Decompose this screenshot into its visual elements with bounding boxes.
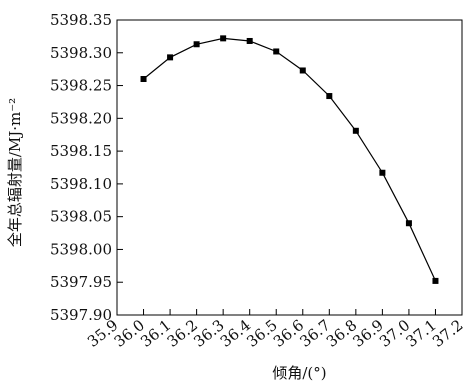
y-tick-label: 5397.95 <box>50 273 112 291</box>
y-tick-label: 5398.10 <box>50 175 112 193</box>
data-point-marker <box>167 54 174 61</box>
series-line <box>143 37 437 282</box>
data-point-marker <box>140 76 147 82</box>
data-point-marker <box>432 277 439 284</box>
y-tick-label: 5398.00 <box>50 240 112 258</box>
y-tick-label: 5398.35 <box>50 11 112 29</box>
y-tick-label: 5398.25 <box>50 77 112 95</box>
y-axis-ticks: 5397.90 5397.95 5398.00 5398.05 5398.10 5398.… <box>50 11 123 324</box>
data-point-marker <box>220 35 227 42</box>
data-point-marker <box>352 127 359 134</box>
y-tick-label: 5398.15 <box>50 142 112 160</box>
x-axis-title: 倾角/(°) <box>272 364 326 382</box>
data-point-marker <box>379 169 386 176</box>
x-tick-label: 37.2 <box>429 316 466 351</box>
data-point-marker <box>273 48 280 55</box>
data-point-marker <box>326 93 333 100</box>
data-point-marker <box>299 67 306 74</box>
plot-frame <box>116 19 463 316</box>
series-layer <box>140 35 439 284</box>
data-point-marker <box>246 37 253 44</box>
plot-area-border <box>116 19 463 316</box>
y-tick-label: 5397.90 <box>50 306 112 324</box>
data-point-marker <box>405 220 412 227</box>
y-tick-label: 5398.20 <box>50 109 112 127</box>
y-axis-title: 全年总辐射量/MJ·m⁻² <box>6 98 24 247</box>
y-tick-label: 5398.05 <box>50 208 112 226</box>
y-tick-label: 5398.30 <box>50 44 112 62</box>
data-point-marker <box>193 41 200 48</box>
